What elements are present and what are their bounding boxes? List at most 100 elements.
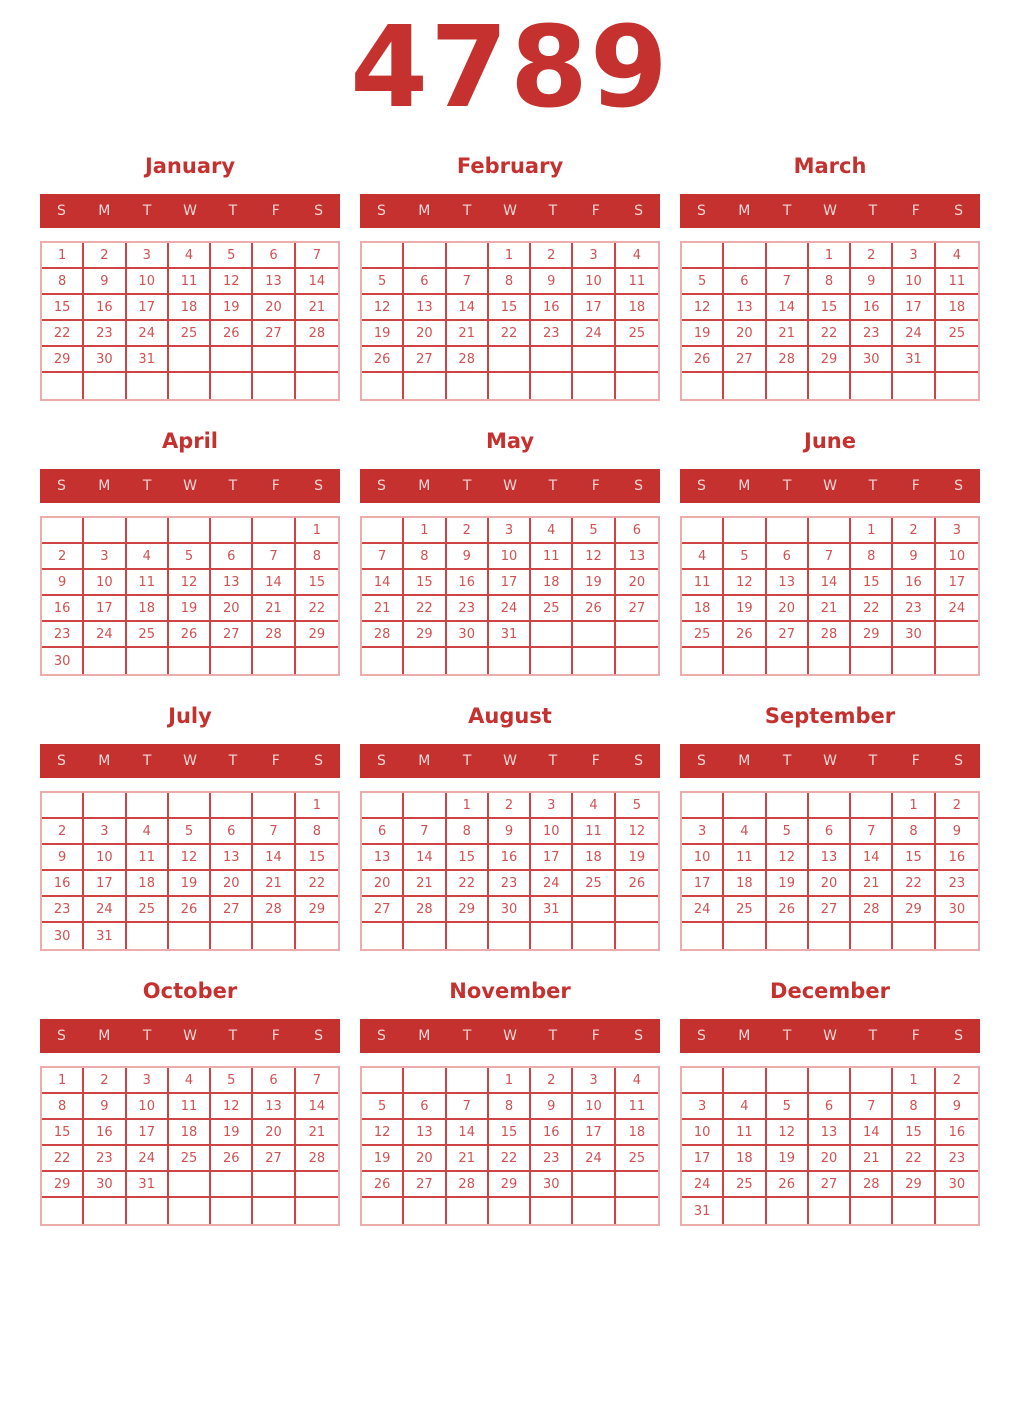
day-cell: 25 <box>168 321 212 347</box>
day-cell: 11 <box>573 819 616 845</box>
month-september: September S M T W T F S 1 2 3 4 5 6 7 8 9 10 11 12 13 14 15 16 1… <box>680 700 980 951</box>
weekday-label: S <box>314 1028 324 1044</box>
day-cell: 3 <box>573 243 616 269</box>
empty-cell <box>211 923 254 949</box>
empty-cell <box>682 648 725 674</box>
week-row: 19 20 21 22 23 24 25 <box>362 1146 658 1172</box>
day-cell: 16 <box>893 570 936 596</box>
day-cell: 15 <box>488 1120 532 1146</box>
day-cell: 3 <box>84 544 127 570</box>
month-table: 1 2 3 4 5 6 7 8 9 10 11 12 13 14 15 16 17 18 19 20 21 22 23 24 2… <box>680 241 980 401</box>
empty-cell <box>766 923 809 949</box>
day-cell: 7 <box>851 1094 894 1120</box>
day-cell: 18 <box>573 845 616 871</box>
day-cell: 1 <box>42 1068 85 1094</box>
week-row: 9 10 11 12 13 14 15 <box>42 570 338 596</box>
empty-cell <box>211 648 254 674</box>
month-february: February S M T W T F S 1 2 3 4 5 6 7 8 9 10 11 12 13 14 15 16 17… <box>360 150 660 401</box>
day-cell: 22 <box>42 321 85 347</box>
empty-cell <box>446 1068 489 1094</box>
empty-cell <box>168 1172 212 1198</box>
day-cell: 31 <box>126 347 169 373</box>
day-cell: 29 <box>893 897 936 923</box>
empty-cell <box>935 347 978 373</box>
day-cell: 23 <box>84 1146 127 1172</box>
day-cell: 17 <box>531 845 574 871</box>
day-cell: 26 <box>766 1172 809 1198</box>
empty-cell <box>935 373 978 399</box>
day-cell: 19 <box>362 1146 405 1172</box>
week-row: 31 <box>682 1198 978 1224</box>
empty-cell <box>573 897 616 923</box>
empty-cell <box>404 1068 447 1094</box>
empty-cell <box>851 793 894 819</box>
day-cell: 7 <box>808 544 852 570</box>
day-cell: 1 <box>893 793 936 819</box>
day-cell: 9 <box>935 1094 978 1120</box>
day-cell: 3 <box>126 1068 169 1094</box>
empty-cell <box>808 1068 852 1094</box>
day-cell: 9 <box>42 570 85 596</box>
weekday-label: S <box>634 1028 644 1044</box>
day-cell: 5 <box>724 544 767 570</box>
day-cell: 20 <box>615 570 658 596</box>
empty-cell <box>573 648 616 674</box>
empty-cell <box>488 347 532 373</box>
week-row <box>42 373 338 399</box>
week-row: 1 <box>42 518 338 544</box>
weekday-label: M <box>418 203 431 219</box>
weekday-label: S <box>56 478 66 494</box>
empty-cell <box>42 518 85 544</box>
day-cell: 17 <box>682 871 725 897</box>
empty-cell <box>808 1198 852 1224</box>
weekday-label: W <box>183 478 197 494</box>
month-table: 1 2 3 4 5 6 7 8 9 10 11 12 13 14 15 16 17 18 19 20 21 22 23 24 2… <box>40 1066 340 1226</box>
empty-cell <box>295 648 338 674</box>
day-cell: 30 <box>84 347 127 373</box>
day-cell: 11 <box>531 544 574 570</box>
day-cell: 7 <box>362 544 405 570</box>
day-cell: 20 <box>808 871 852 897</box>
empty-cell <box>295 923 338 949</box>
empty-cell <box>531 648 574 674</box>
month-december: December S M T W T F S 1 2 3 4 5 6 7 8 9 10 11 12 13 14 15 16 17… <box>680 975 980 1226</box>
day-cell: 8 <box>851 544 894 570</box>
empty-cell <box>935 622 978 648</box>
weekday-label: T <box>782 1028 792 1044</box>
day-cell: 26 <box>766 897 809 923</box>
day-cell: 12 <box>766 1120 809 1146</box>
day-cell: 5 <box>211 1068 254 1094</box>
day-cell: 3 <box>573 1068 616 1094</box>
day-cell: 30 <box>488 897 532 923</box>
day-cell: 13 <box>766 570 809 596</box>
weekday-label: S <box>696 1028 706 1044</box>
day-cell: 10 <box>682 845 725 871</box>
empty-cell <box>851 923 894 949</box>
empty-cell <box>573 347 616 373</box>
day-cell: 17 <box>893 295 936 321</box>
day-cell: 20 <box>211 596 254 622</box>
weekday-label: T <box>142 1028 152 1044</box>
weekday-label: F <box>911 1028 920 1044</box>
month-title: May <box>485 429 535 453</box>
day-cell: 19 <box>724 596 767 622</box>
empty-cell <box>126 1198 169 1224</box>
week-row <box>362 373 658 399</box>
day-cell: 27 <box>253 1146 296 1172</box>
day-cell: 6 <box>404 1094 447 1120</box>
month-title: September <box>764 704 896 728</box>
day-cell: 27 <box>404 347 447 373</box>
week-row: 5 6 7 8 9 10 11 <box>362 1094 658 1120</box>
day-cell: 31 <box>893 347 936 373</box>
day-cell: 15 <box>893 845 936 871</box>
day-cell: 27 <box>211 622 254 648</box>
day-cell: 14 <box>446 295 489 321</box>
months-grid: January S M T W T F S 1 2 3 4 5 6 7 8 9 10 11 12 13 14 15 16 17 1… <box>0 150 1020 1226</box>
day-cell: 24 <box>935 596 978 622</box>
day-cell: 28 <box>446 1172 489 1198</box>
weekday-label: M <box>738 478 751 494</box>
empty-cell <box>488 923 532 949</box>
week-row: 25 26 27 28 29 30 <box>682 622 978 648</box>
